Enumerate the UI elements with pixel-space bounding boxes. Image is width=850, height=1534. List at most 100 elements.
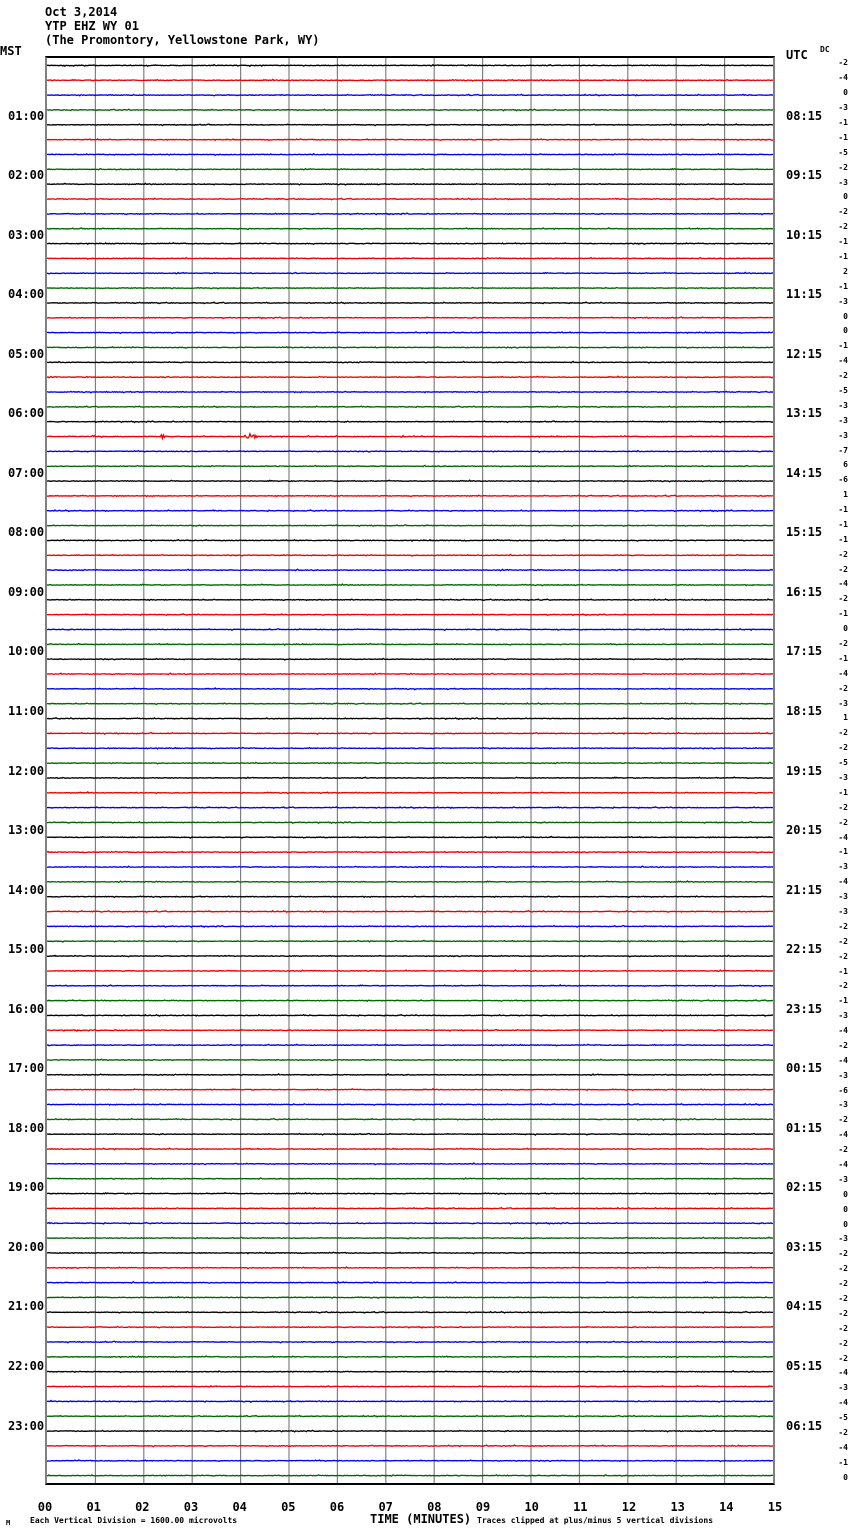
dc-value: 1: [843, 490, 848, 500]
dc-value: -2: [838, 728, 848, 738]
x-tick-label: 03: [183, 1500, 199, 1514]
x-tick-label: 12: [621, 1500, 637, 1514]
dc-value: -4: [838, 1055, 848, 1065]
header-date: Oct 3,2014: [45, 5, 118, 19]
mst-hour-label: 03:00: [8, 227, 45, 242]
dc-value: -1: [838, 118, 848, 127]
mst-hour-label: 10:00: [8, 644, 45, 659]
utc-hour-label: 18:15: [786, 704, 823, 718]
mst-hour-label: 13:00: [8, 823, 45, 837]
dc-value: -2: [838, 222, 848, 232]
dc-value: -2: [838, 743, 848, 753]
dc-value: -2: [838, 1308, 848, 1318]
mst-hour-label: 16:00: [8, 1001, 45, 1016]
footer-mark: M: [6, 1519, 11, 1527]
x-tick-label: 08: [427, 1500, 442, 1514]
dc-value: 0: [843, 1219, 848, 1229]
mst-hour-label: 05:00: [8, 346, 45, 361]
dc-value: 0: [843, 192, 848, 202]
utc-hour-label: 01:15: [786, 1120, 823, 1135]
dc-value: -2: [838, 1115, 848, 1125]
dc-value: 2: [843, 266, 848, 276]
dc-value: -2: [838, 564, 848, 574]
dc-value: 0: [843, 1189, 848, 1199]
dc-column-label: DC: [820, 45, 830, 54]
utc-hour-label: 14:15: [786, 465, 823, 480]
dc-value: -1: [838, 341, 848, 351]
dc-value: -2: [838, 951, 848, 961]
utc-hour-label: 21:15: [786, 882, 823, 897]
mst-hour-label: 22:00: [8, 1358, 45, 1373]
x-tick-label: 07: [378, 1500, 393, 1514]
dc-value: -3: [838, 906, 848, 916]
dc-value: -1: [838, 132, 848, 142]
dc-value: -3: [838, 1070, 848, 1080]
dc-value: -6: [838, 475, 848, 485]
x-tick-label: 10: [524, 1500, 539, 1514]
dc-value: -2: [838, 1353, 848, 1363]
utc-hour-label: 04:15: [786, 1299, 823, 1314]
mst-hour-label: 07:00: [8, 465, 45, 480]
mst-hour-label: 18:00: [8, 1120, 45, 1135]
dc-value: -2: [838, 1264, 848, 1274]
mst-axis-label: MST: [0, 44, 22, 58]
dc-value: -3: [838, 1100, 848, 1110]
mst-hour-label: 08:00: [8, 525, 45, 540]
utc-hour-label: 17:15: [786, 644, 823, 659]
dc-value: -2: [838, 683, 848, 693]
dc-value: -4: [838, 1368, 848, 1378]
dc-value: -3: [838, 1174, 848, 1184]
dc-value: -7: [838, 445, 848, 455]
mst-hour-label: 19:00: [8, 1180, 45, 1195]
utc-hour-label: 05:15: [786, 1358, 823, 1373]
dc-value: -2: [838, 1040, 848, 1050]
dc-value: -2: [838, 1338, 848, 1348]
dc-value: -3: [838, 1234, 848, 1244]
dc-value: -4: [838, 1026, 848, 1035]
dc-value: 6: [843, 460, 848, 470]
dc-value: -3: [838, 296, 848, 306]
footer-clip-note: Traces clipped at plus/minus 5 vertical …: [477, 1516, 714, 1525]
dc-value: 0: [843, 1204, 848, 1214]
mst-hour-label: 04:00: [8, 287, 45, 302]
dc-value: -2: [838, 594, 848, 604]
dc-value: -1: [838, 653, 848, 663]
dc-value: 0: [843, 326, 848, 336]
x-tick-label: 14: [719, 1500, 734, 1514]
dc-value: 0: [843, 88, 848, 98]
mst-hour-label: 23:00: [8, 1418, 45, 1433]
dc-value: -4: [838, 1442, 848, 1452]
utc-hour-label: 15:15: [786, 525, 823, 540]
header-location: (The Promontory, Yellowstone Park, WY): [45, 33, 320, 47]
footer-scale-note: Each Vertical Division = 1600.00 microvo…: [30, 1516, 238, 1525]
dc-value: -2: [838, 162, 848, 172]
mst-hour-label: 17:00: [8, 1061, 45, 1076]
x-tick-label: 13: [670, 1500, 685, 1514]
dc-value: -4: [838, 668, 848, 678]
dc-value: -3: [838, 1383, 848, 1393]
dc-value: -4: [838, 877, 848, 887]
mst-hour-label: 06:00: [8, 406, 45, 421]
x-tick-label: 11: [573, 1500, 588, 1514]
dc-value: -1: [838, 1457, 848, 1467]
dc-value: -2: [838, 1279, 848, 1288]
dc-value: -2: [838, 1323, 848, 1333]
mst-hour-label: 02:00: [8, 168, 45, 183]
dc-value: -1: [838, 787, 848, 797]
utc-hour-label: 22:15: [786, 942, 823, 957]
dc-value: -2: [838, 371, 848, 380]
mst-hour-label: 11:00: [8, 704, 45, 718]
dc-value: -2: [838, 981, 848, 991]
dc-value: -2: [838, 1249, 848, 1259]
dc-value: -2: [838, 802, 848, 812]
mst-hour-label: 01:00: [8, 108, 45, 123]
dc-value: -3: [838, 177, 848, 187]
dc-value: -1: [838, 609, 848, 619]
footer-axis-title: TIME (MINUTES): [370, 1512, 472, 1526]
dc-value: -1: [838, 519, 848, 529]
dc-value: -1: [838, 966, 848, 976]
utc-hour-label: 03:15: [786, 1239, 823, 1254]
x-tick-label: 04: [232, 1500, 247, 1514]
helicorder-plot[interactable]: [45, 56, 775, 1485]
mst-hour-label: 14:00: [8, 882, 45, 897]
